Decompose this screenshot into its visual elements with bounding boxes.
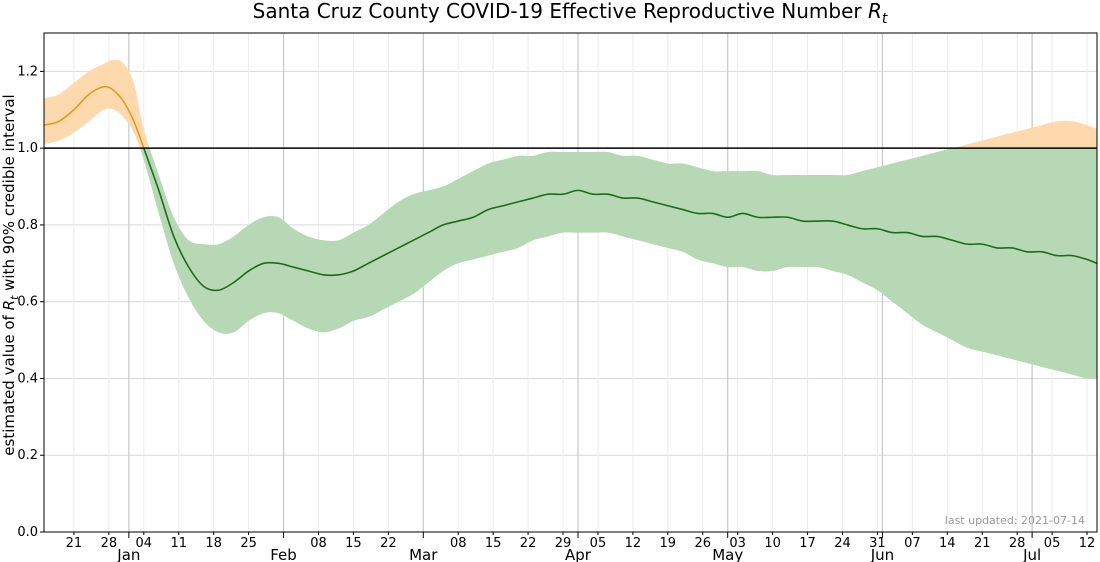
- y-tick-label: 0.0: [17, 525, 38, 540]
- x-week-tick-label: 05: [590, 536, 607, 551]
- credible-interval-bands: [44, 59, 1097, 379]
- x-week-tick-label: 03: [729, 536, 746, 551]
- x-week-tick-label: 22: [520, 536, 537, 551]
- x-week-tick-label: 17: [799, 536, 816, 551]
- y-tick-label: 0.6: [17, 295, 38, 310]
- x-week-tick-label: 28: [101, 536, 118, 551]
- x-week-tick-label: 10: [764, 536, 781, 551]
- x-week-tick-label: 12: [625, 536, 642, 551]
- interval-band-above-1: [44, 59, 1097, 149]
- y-tick-label: 0.4: [17, 371, 38, 386]
- axes: 0.0 0.2 0.4 0.6 0.8 1.0 1.2 21 28 04 11 18 25 08 15 22 0…: [17, 32, 1098, 562]
- x-week-tick-label: 18: [205, 536, 222, 551]
- x-week-tick-label: 29: [555, 536, 572, 551]
- x-week-tick-label: 05: [1044, 536, 1061, 551]
- x-week-tick-label: 04: [136, 536, 153, 551]
- x-month-tick-label: Mar: [409, 546, 438, 562]
- y-tick-label: 1.2: [17, 64, 38, 79]
- x-week-tick-label: 08: [310, 536, 327, 551]
- x-week-tick-label: 12: [1079, 536, 1096, 551]
- x-month-tick-label: Jun: [870, 546, 894, 562]
- x-week-tick-label: 24: [834, 536, 851, 551]
- y-tick-label: 0.8: [17, 218, 38, 233]
- x-week-tick-label: 15: [485, 536, 502, 551]
- x-week-tick-label: 26: [694, 536, 711, 551]
- plot-frame: [43, 32, 1098, 533]
- last-updated-note: last updated: 2021-07-14: [945, 514, 1085, 527]
- y-tick-label: 1.0: [17, 141, 38, 156]
- x-week-tick-label: 22: [380, 536, 397, 551]
- x-month-tick-label: Feb: [270, 546, 297, 562]
- y-axis-label: estimated value of Rt with 90% credible …: [0, 94, 21, 455]
- x-week-tick-label: 21: [66, 536, 83, 551]
- rt-series-lines: [44, 85, 1097, 292]
- x-week-tick-label: 28: [1009, 536, 1026, 551]
- x-month-tick-label: Jan: [116, 546, 140, 562]
- x-week-tick-label: 25: [240, 536, 257, 551]
- x-month-tick-label: Apr: [565, 546, 592, 562]
- x-month-tick-label: May: [712, 546, 743, 562]
- interval-band-below-1: [140, 148, 1097, 379]
- x-week-tick-label: 14: [939, 536, 956, 551]
- x-month-tick-label: Jul: [1022, 546, 1041, 562]
- y-tick-label: 0.2: [17, 448, 38, 463]
- x-week-tick-label: 19: [660, 536, 677, 551]
- x-week-tick-label: 07: [904, 536, 921, 551]
- x-week-tick-label: 08: [450, 536, 467, 551]
- x-week-tick-label: 21: [974, 536, 991, 551]
- x-week-tick-label: 15: [345, 536, 362, 551]
- chart-title: Santa Cruz County COVID-19 Effective Rep…: [253, 0, 888, 27]
- x-week-tick-label: 31: [869, 536, 886, 551]
- x-week-tick-label: 11: [170, 536, 187, 551]
- rt-line-below-1: [142, 148, 1097, 292]
